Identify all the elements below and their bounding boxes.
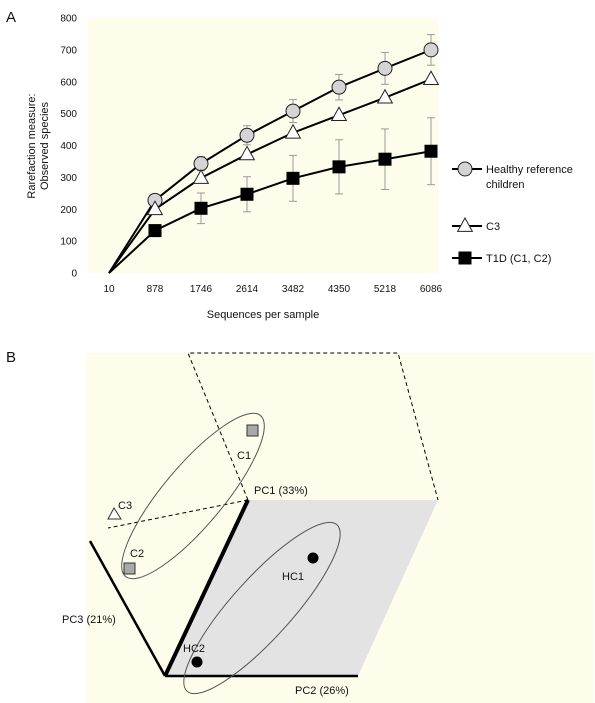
series-marker-t1d (286, 171, 300, 185)
pca-dashed-box (187, 352, 439, 501)
x-tick-label: 6086 (420, 284, 443, 295)
panel-a-letter: A (6, 9, 16, 26)
series-marker-healthy (193, 156, 209, 172)
legend-marker-healthy (457, 161, 473, 177)
x-tick-label: 1746 (190, 284, 213, 295)
series-line-t1d (108, 150, 432, 274)
pc1-axis (163, 499, 250, 677)
x-axis-ticks: 10 878 1746 2614 3482 4350 5218 6086 (103, 284, 442, 295)
point-hc2-label: HC2 (183, 643, 205, 655)
series-marker-t1d (148, 224, 162, 238)
t1d-group-ellipse (121, 412, 265, 580)
y-tick-label: 0 (71, 269, 77, 280)
legend-label-c3: C3 (486, 221, 500, 233)
series-marker-c3 (146, 200, 164, 216)
x-tick-label: 878 (147, 284, 164, 295)
series-marker-t1d (194, 201, 208, 215)
plot-area-background (88, 18, 438, 273)
legend: Healthy reference children C3 T1D (C1, C2) (452, 161, 573, 265)
pc3-axis (88, 540, 167, 677)
x-tick-label: 4350 (328, 284, 351, 295)
y-tick-label: 300 (60, 173, 77, 184)
pc2-axis-label: PC2 (26%) (295, 685, 349, 697)
legend-marker-t1d (458, 251, 472, 265)
x-tick-label: 10 (103, 284, 115, 295)
series-line-c3 (108, 78, 432, 274)
series-marker-c3 (192, 168, 210, 184)
point-hc1-marker (307, 552, 319, 564)
series-marker-t1d (240, 187, 254, 201)
y-tick-label: 700 (60, 45, 77, 56)
series-marker-t1d (378, 152, 392, 166)
x-axis-title: Sequences per sample (207, 309, 320, 321)
series-marker-healthy (285, 103, 301, 119)
point-hc2-marker (191, 656, 203, 668)
series-marker-healthy (239, 127, 255, 143)
point-c2-marker (123, 562, 136, 575)
y-tick-label: 600 (60, 77, 77, 88)
panel-b-letter: B (6, 349, 16, 366)
point-c1-label: C1 (237, 450, 251, 462)
series-marker-c3 (330, 106, 348, 122)
pc1-axis-label: PC1 (33%) (254, 485, 308, 497)
point-c3-label: C3 (118, 500, 132, 512)
series-marker-c3 (376, 88, 394, 104)
legend-marker-c3 (456, 216, 474, 232)
point-hc1-label: HC1 (282, 571, 304, 583)
series-marker-healthy (331, 79, 347, 95)
y-axis-title-line-2: Observed species (39, 101, 51, 190)
healthy-group-ellipse (183, 521, 341, 695)
y-tick-label: 100 (60, 237, 77, 248)
series-marker-c3 (422, 70, 440, 86)
x-tick-label: 3482 (282, 284, 305, 295)
y-axis-ticks: 0 100 200 300 400 500 600 700 800 (60, 14, 77, 280)
y-axis-title-line-1: Rarefaction measure: (26, 93, 38, 198)
panel-b-pca-plot: B C1 C2 C3 HC1 HC2 PC1 (33%) PC2 (26%) P… (6, 349, 594, 703)
pca-gray-plane (165, 500, 438, 676)
series-marker-c3 (238, 145, 256, 161)
x-tick-label: 5218 (374, 284, 397, 295)
legend-label-healthy: Healthy reference (486, 164, 573, 176)
series-markers (146, 42, 440, 238)
point-c1-marker (246, 424, 259, 437)
point-c2-label: C2 (130, 548, 144, 560)
legend-label-healthy: children (486, 179, 525, 191)
legend-label-t1d: T1D (C1, C2) (486, 253, 551, 265)
x-tick-label: 2614 (236, 284, 259, 295)
series-marker-t1d (424, 144, 438, 158)
series-lines (108, 48, 432, 274)
y-tick-label: 500 (60, 109, 77, 120)
series-marker-healthy (377, 60, 393, 76)
y-tick-label: 800 (60, 14, 77, 25)
point-c3-marker (107, 507, 122, 520)
y-tick-label: 200 (60, 205, 77, 216)
panel-a-rarefaction-chart: A 0 100 200 300 400 500 600 700 800 10 878 1746 261… (6, 9, 573, 321)
series-marker-healthy (423, 42, 439, 58)
pc3-axis-label: PC3 (21%) (62, 614, 116, 626)
series-marker-c3 (284, 123, 302, 139)
series-line-healthy (108, 48, 432, 274)
series-marker-t1d (332, 160, 346, 174)
y-tick-label: 400 (60, 141, 77, 152)
